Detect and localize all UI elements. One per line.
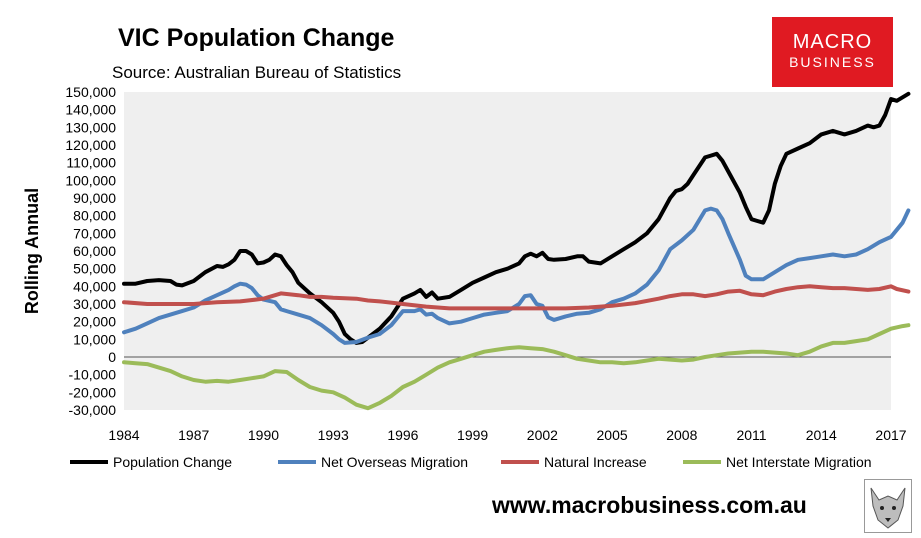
y-tick-label: 60,000 (73, 243, 116, 259)
x-tick-label: 1990 (248, 427, 279, 443)
logo-line-1: MACRO (792, 31, 873, 53)
y-tick-label: 130,000 (65, 119, 116, 135)
y-tick-label: 110,000 (66, 155, 116, 171)
x-tick-label: 2002 (527, 427, 558, 443)
y-tick-label: 90,000 (73, 190, 116, 206)
x-tick-label: 2005 (597, 427, 628, 443)
x-tick-label: 1993 (318, 427, 349, 443)
legend-label: Net Overseas Migration (321, 454, 468, 470)
legend: Population Change Net Overseas Migration N… (70, 454, 872, 470)
logo-line-2: BUSINESS (789, 54, 876, 70)
series-line-4 (122, 323, 911, 411)
series-line-2 (122, 206, 911, 345)
x-tick-label: 1996 (387, 427, 418, 443)
y-tick-label: 0 (108, 349, 116, 365)
y-tick-label: 100,000 (65, 172, 116, 188)
wolf-icon (864, 479, 912, 533)
y-tick-label: 40,000 (73, 278, 116, 294)
macrobusiness-logo[interactable]: MACRO BUSINESS (772, 17, 893, 87)
y-tick-label: 10,000 (73, 331, 116, 347)
legend-label: Population Change (113, 454, 232, 470)
x-tick-label: 1987 (178, 427, 209, 443)
x-tick-label: 1984 (108, 427, 139, 443)
x-axis: 1984 1987 1990 1993 1996 1999 2002 2005 2008 2011… (108, 427, 906, 443)
y-tick-label: 50,000 (73, 261, 116, 277)
y-tick-label: 30,000 (73, 296, 116, 312)
x-tick-label: 2008 (666, 427, 697, 443)
x-tick-label: 2014 (806, 427, 837, 443)
y-tick-label: 70,000 (73, 225, 116, 241)
legend-label: Net Interstate Migration (726, 454, 872, 470)
y-tick-label: 150,000 (65, 84, 116, 100)
y-axis-label: Rolling Annual (22, 188, 42, 314)
y-tick-label: -10,000 (69, 367, 117, 383)
x-tick-label: 2011 (736, 427, 766, 443)
x-tick-label: 1999 (457, 427, 488, 443)
chart-subtitle: Source: Australian Bureau of Statistics (112, 63, 402, 82)
y-tick-label: -30,000 (69, 402, 117, 418)
y-tick-label: 120,000 (65, 137, 116, 153)
y-tick-label: 140,000 (65, 102, 116, 118)
legend-label: Natural Increase (544, 454, 647, 470)
y-tick-label: -20,000 (69, 384, 117, 400)
footer-url[interactable]: www.macrobusiness.com.au (492, 492, 807, 518)
chart-title: VIC Population Change (118, 24, 395, 52)
y-tick-label: 80,000 (73, 208, 116, 224)
series-line-1 (122, 91, 911, 345)
y-tick-label: 20,000 (73, 314, 116, 330)
series-line-3 (122, 284, 911, 311)
x-tick-label: 2017 (875, 427, 906, 443)
series-group (122, 91, 911, 411)
